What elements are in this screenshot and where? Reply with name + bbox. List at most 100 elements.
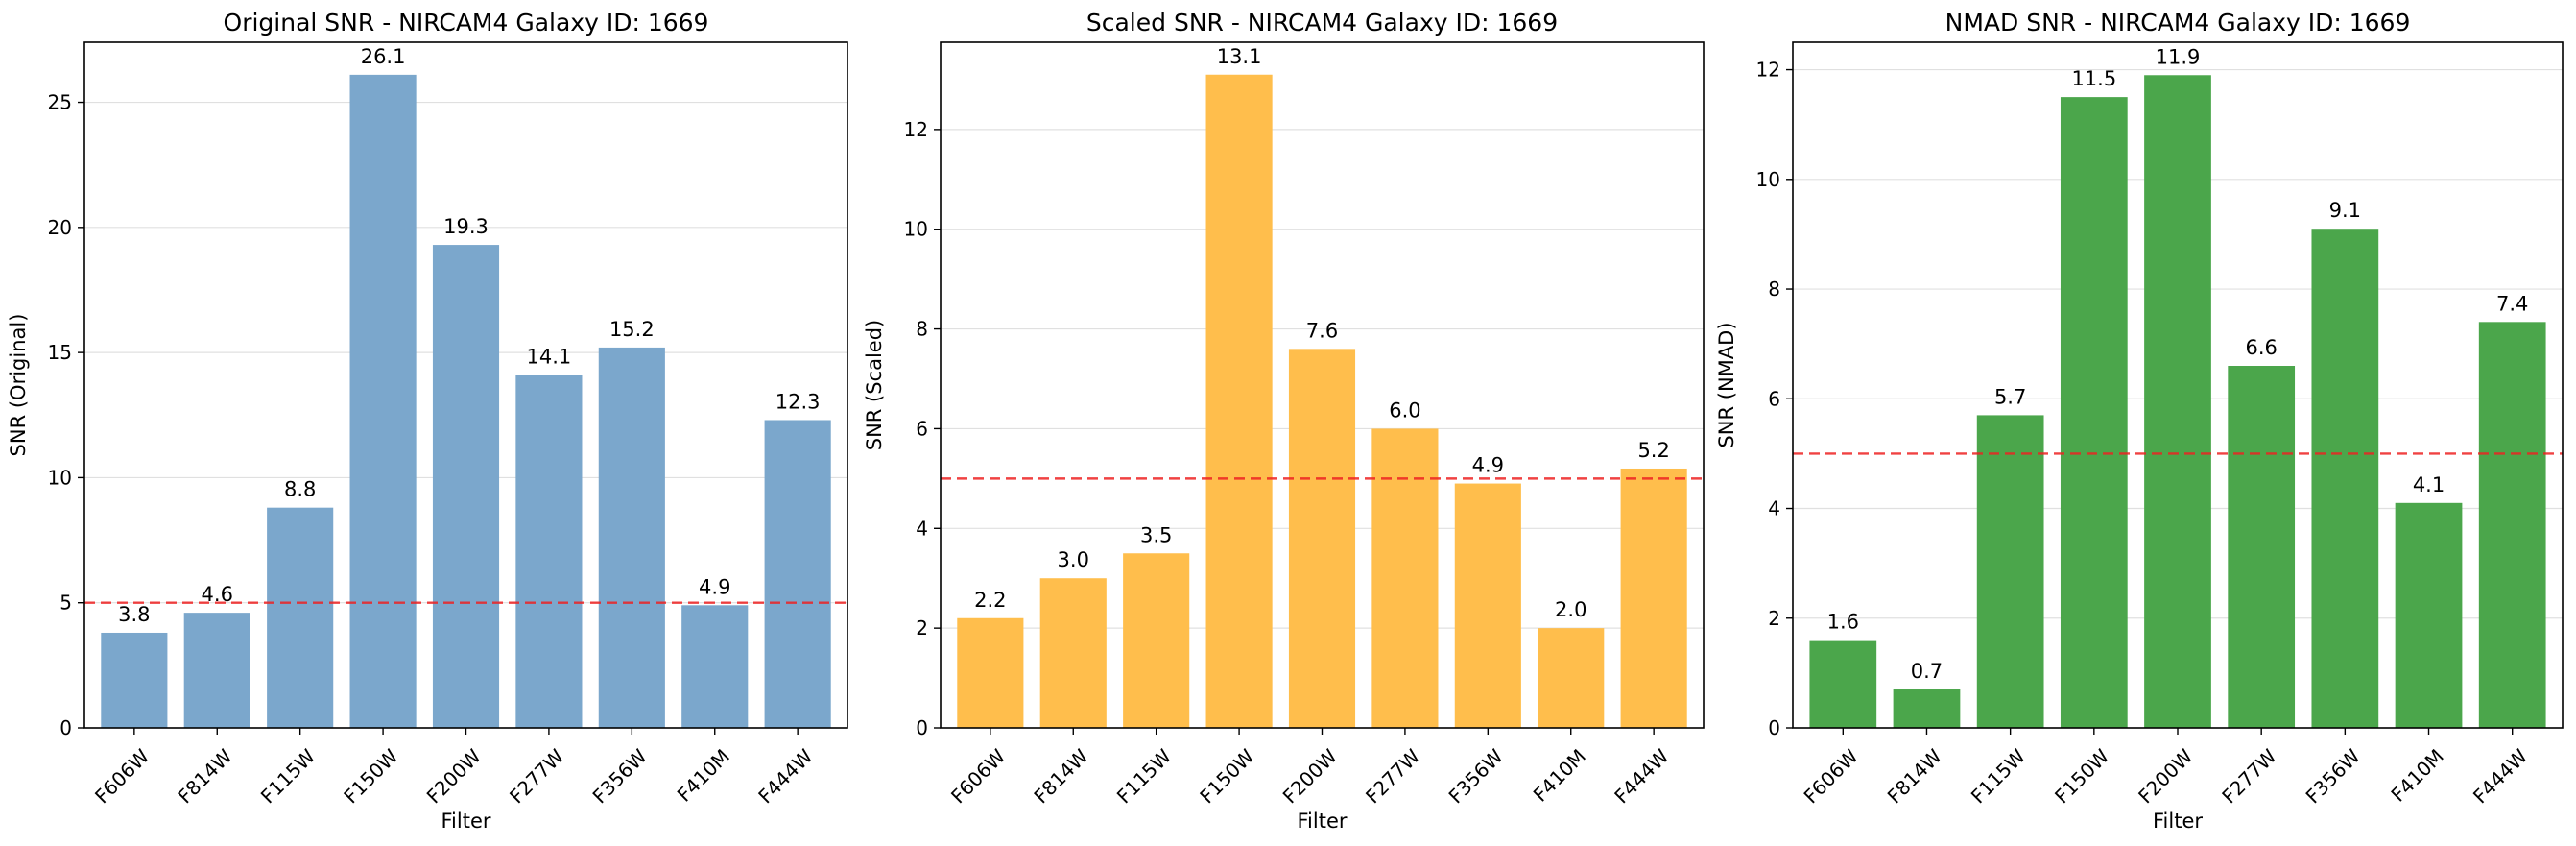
x-axis-label: Filter: [441, 810, 490, 833]
x-tick-label-f814w: F814W: [173, 744, 236, 808]
data-label: 4.6: [202, 583, 233, 606]
x-tick-label-f115w: F115W: [256, 744, 320, 808]
bar-f814w: [183, 613, 250, 728]
data-label: 1.6: [1827, 611, 1859, 634]
x-tick-label-f277w: F277W: [2217, 744, 2280, 808]
x-tick-label-f277w: F277W: [1361, 744, 1424, 808]
bar-f814w: [1039, 578, 1107, 728]
data-label: 15.2: [609, 318, 655, 341]
bar-f356w: [2311, 229, 2379, 728]
bar-f277w: [1371, 428, 1439, 728]
data-label: 3.5: [1140, 523, 1172, 546]
x-tick-label-f200w: F200W: [1278, 744, 1342, 808]
data-label: 13.1: [1217, 45, 1262, 68]
bar-f356w: [598, 347, 665, 728]
y-tick-label: 8: [916, 318, 928, 341]
chart-panel-2: 2.2 3.0 3.5 13.1 7.6 6.0 4.9 2.0 5.2 0 2 4 6 8 10 12 F60…: [863, 9, 1705, 833]
bar-f200w: [1288, 349, 1356, 728]
data-label: 11.9: [2156, 45, 2201, 68]
y-tick-label: 6: [916, 417, 928, 440]
chart-panel-1: 3.8 4.6 8.8 26.1 19.3 14.1 15.2 4.9 12.3 0 5 10 15 20…: [7, 9, 848, 833]
y-axis-label: SNR (Original): [7, 314, 30, 457]
data-label: 14.1: [527, 346, 572, 369]
y-tick-label: 10: [48, 466, 72, 489]
bar-f115w: [267, 507, 334, 728]
x-tick-label-f200w: F200W: [2134, 744, 2197, 808]
y-tick-label: 12: [904, 118, 928, 141]
chart-title: Scaled SNR - NIRCAM4 Galaxy ID: 1669: [1086, 9, 1558, 36]
y-tick-label: 0: [60, 716, 72, 739]
bar-f410m: [1538, 628, 1605, 728]
y-tick-label: 0: [1768, 716, 1780, 739]
data-label: 5.7: [1994, 385, 2026, 408]
bar-series: [1809, 75, 2546, 729]
bar-f410m: [681, 605, 749, 728]
y-tick-label: 20: [48, 216, 72, 239]
x-tick-label-f356w: F356W: [588, 744, 652, 808]
x-tick-label-f277w: F277W: [505, 744, 568, 808]
chart-title: Original SNR - NIRCAM4 Galaxy ID: 1669: [224, 9, 709, 36]
data-label: 6.6: [2245, 336, 2277, 359]
bar-f115w: [1976, 415, 2044, 728]
y-tick-label: 4: [1768, 497, 1780, 520]
y-tick-label: 25: [48, 91, 72, 114]
bar-f150w: [2060, 97, 2128, 729]
y-tick-label: 10: [904, 218, 928, 241]
data-label: 8.8: [284, 478, 316, 501]
bar-f444w: [2478, 322, 2546, 728]
x-tick-label-f200w: F200W: [422, 744, 486, 808]
bar-f277w: [2228, 366, 2296, 728]
bar-f150w: [1205, 74, 1273, 728]
y-tick-label: 2: [916, 616, 928, 640]
data-label: 7.4: [2496, 292, 2528, 315]
data-label: 2.2: [974, 589, 1006, 612]
x-axis-label: Filter: [2153, 810, 2203, 833]
data-label: 7.6: [1306, 319, 1338, 342]
bar-f444w: [764, 420, 831, 728]
bar-f606w: [101, 632, 168, 728]
y-tick-label: 8: [1768, 278, 1780, 301]
y-axis-label: SNR (NMAD): [1715, 322, 1738, 447]
data-label: 4.9: [699, 575, 730, 598]
chart-panel-3: 1.6 0.7 5.7 11.5 11.9 6.6 9.1 4.1 7.4 0 2 4 6 8 10 12 F6…: [1715, 9, 2564, 833]
y-tick-label: 0: [916, 716, 928, 739]
x-tick-label-f150w: F150W: [339, 744, 402, 808]
data-label: 12.3: [775, 390, 821, 413]
y-tick-label: 15: [48, 341, 72, 364]
x-tick-label-f115w: F115W: [1112, 744, 1176, 808]
x-tick-label-f150w: F150W: [1195, 744, 1258, 808]
bar-f150w: [349, 74, 417, 728]
x-tick-label-f410m: F410M: [2387, 744, 2448, 806]
x-tick-label-f444w: F444W: [753, 744, 817, 808]
x-tick-label-f814w: F814W: [1883, 744, 1946, 808]
x-tick-label-f814w: F814W: [1029, 744, 1092, 808]
data-label: 2.0: [1555, 598, 1586, 621]
y-axis-label: SNR (Scaled): [863, 320, 886, 451]
bar-f356w: [1454, 483, 1521, 728]
x-axis-label: Filter: [1297, 810, 1347, 833]
chart-title: NMAD SNR - NIRCAM4 Galaxy ID: 1669: [1945, 9, 2411, 36]
x-tick-label-f606w: F606W: [946, 744, 1010, 808]
y-tick-label: 12: [1756, 59, 1780, 82]
bar-f444w: [1620, 468, 1687, 728]
x-tick-label-f115w: F115W: [1967, 744, 2030, 808]
bar-f277w: [515, 375, 583, 728]
bar-f606w: [1809, 640, 1877, 728]
bar-series: [101, 74, 831, 728]
data-label: 0.7: [1911, 660, 1943, 683]
data-label: 9.1: [2329, 199, 2361, 222]
bar-f814w: [1893, 689, 1961, 728]
bar-f200w: [2144, 75, 2211, 729]
y-tick-label: 5: [60, 592, 72, 615]
data-label: 4.9: [1472, 454, 1504, 477]
bar-f200w: [432, 245, 500, 728]
y-tick-label: 10: [1756, 168, 1780, 191]
data-label: 3.8: [118, 603, 150, 626]
x-tick-label-f356w: F356W: [2302, 744, 2365, 808]
bar-f410m: [2395, 502, 2463, 728]
data-label: 3.0: [1058, 548, 1089, 571]
data-label: 19.3: [443, 215, 489, 238]
x-tick-label-f356w: F356W: [1444, 744, 1508, 808]
x-tick-label-f606w: F606W: [1800, 744, 1863, 808]
